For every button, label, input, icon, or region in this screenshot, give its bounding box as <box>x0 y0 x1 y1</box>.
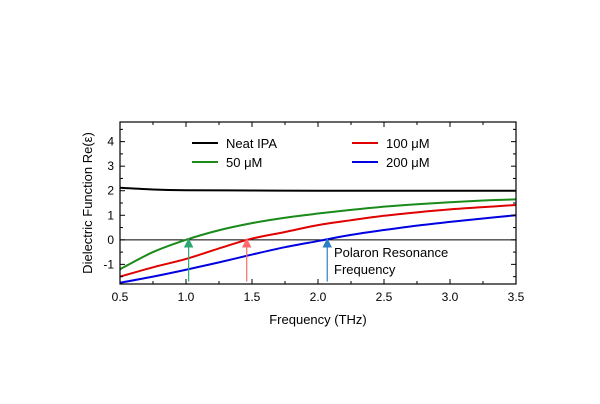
series-line-200um <box>119 214 517 284</box>
annotation-label-line2: Frequency <box>334 262 396 277</box>
y-tick-label: 4 <box>107 135 114 149</box>
plot-frame <box>119 121 517 285</box>
x-tick-label: 2.0 <box>310 290 327 304</box>
legend: Neat IPA 50 μM 100 μM 200 μM <box>192 136 430 170</box>
annotation-layer <box>183 238 333 282</box>
legend-label-neat-ipa: Neat IPA <box>226 136 277 151</box>
series-layer <box>119 186 517 284</box>
x-axis-title: Frequency (THz) <box>269 312 367 327</box>
y-tick-label: 1 <box>107 208 114 222</box>
series-line-100um <box>119 203 517 278</box>
y-axis-title: Dielectric Function Re(ε) <box>80 132 95 274</box>
y-tick-label: 3 <box>107 159 114 173</box>
axes-layer: 0.5 1.0 1.5 2.0 2.5 3.0 3.5 -1 0 1 2 3 4 <box>103 121 525 304</box>
legend-label-50um: 50 μM <box>226 155 262 170</box>
x-tick-label: 3.5 <box>508 290 525 304</box>
x-tick-label: 2.5 <box>376 290 393 304</box>
y-tick-label: -1 <box>103 257 114 271</box>
y-tick-label: 2 <box>107 184 114 198</box>
x-tick-label: 3.0 <box>442 290 459 304</box>
annotation-label-line1: Polaron Resonance <box>334 245 448 260</box>
legend-label-200um: 200 μM <box>386 155 430 170</box>
legend-label-100um: 100 μM <box>386 136 430 151</box>
x-tick-label: 1.0 <box>178 290 195 304</box>
series-line-neat-ipa <box>119 186 516 192</box>
x-tick-label: 0.5 <box>112 290 129 304</box>
y-tick-label: 0 <box>107 233 114 247</box>
x-tick-label: 1.5 <box>244 290 261 304</box>
